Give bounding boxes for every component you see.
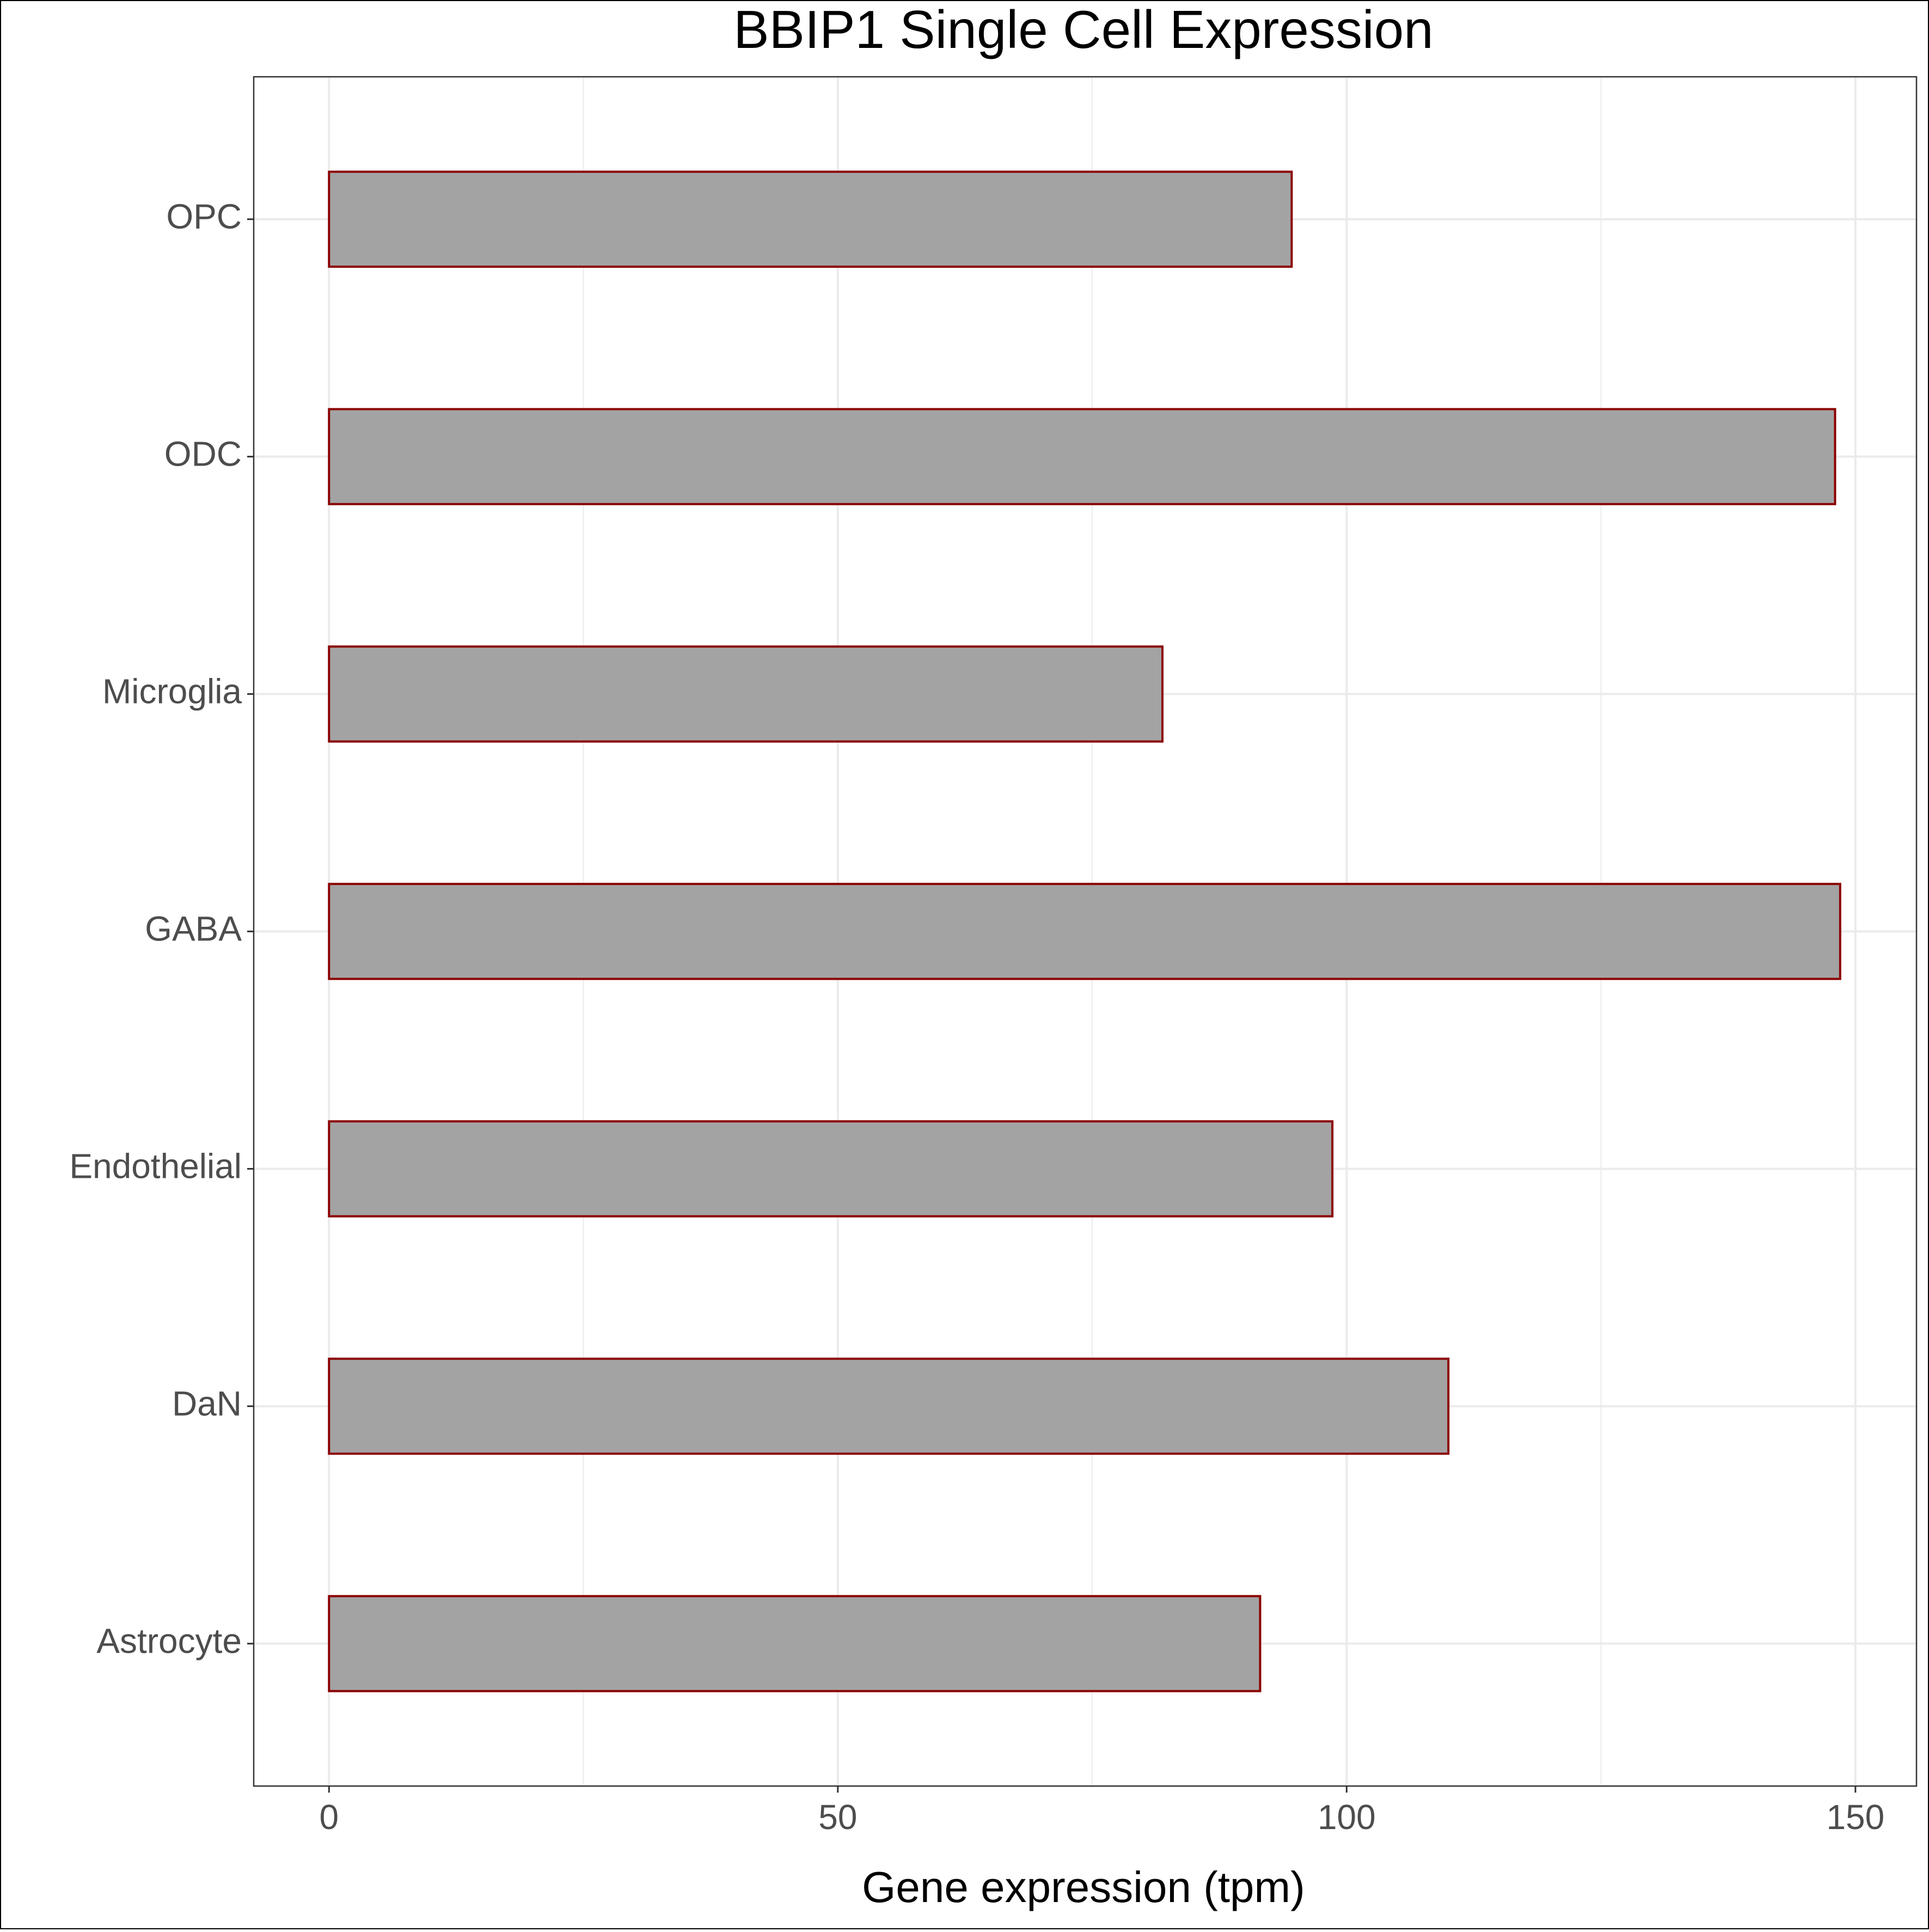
x-axis-label: Gene expression (tpm) xyxy=(862,1863,1305,1911)
bar-gaba xyxy=(328,883,1841,980)
bar-opc xyxy=(328,170,1293,268)
x-tick-label: 100 xyxy=(1318,1798,1376,1837)
y-tick-label-opc: OPC xyxy=(166,197,242,236)
x-tick-label: 50 xyxy=(818,1798,857,1837)
bar-endothelial xyxy=(328,1120,1334,1218)
y-tick-label-astrocyte: Astrocyte xyxy=(96,1621,242,1660)
bar-microglia xyxy=(328,645,1164,743)
y-tick-label-microglia: Microglia xyxy=(102,671,242,711)
y-tick-label-gaba: GABA xyxy=(145,909,242,948)
y-tick-label-endothelial: Endothelial xyxy=(69,1146,242,1185)
y-axis-ticks: Astrocyte DaN Endothelial GABA Microglia ODC O… xyxy=(69,197,254,1660)
y-tick-label-odc: ODC xyxy=(164,434,242,473)
x-tick-label: 150 xyxy=(1826,1798,1884,1837)
bars xyxy=(328,170,1841,1692)
y-tick-label-dan: DaN xyxy=(172,1384,242,1423)
chart-title: BBIP1 Single Cell Expression xyxy=(733,0,1434,59)
x-axis-ticks: 0 50 100 150 xyxy=(320,1786,1884,1837)
bar-odc xyxy=(328,408,1836,505)
x-tick-label: 0 xyxy=(320,1798,339,1837)
bar-astrocyte xyxy=(328,1595,1261,1692)
bar-dan xyxy=(328,1358,1450,1455)
